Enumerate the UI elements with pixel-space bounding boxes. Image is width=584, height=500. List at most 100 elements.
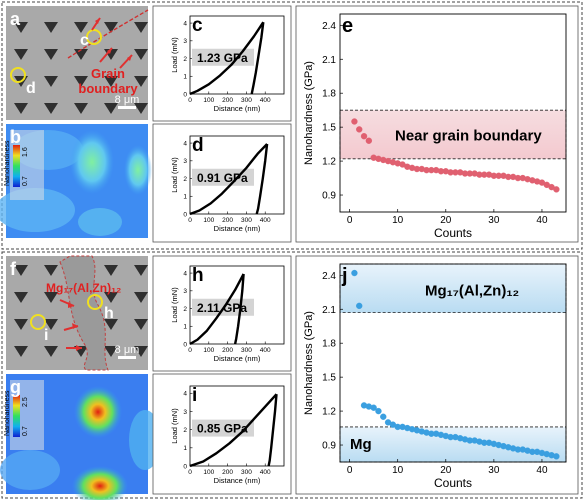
load-chart-i: 0 100 200 300 400 0 1 2 3 4 Distance (nm) Load (mN)… <box>170 385 285 485</box>
y-tick-label: 0 <box>183 341 187 348</box>
data-point <box>553 453 560 460</box>
y-tick-label: 2 <box>183 427 187 434</box>
x-tick-label: 20 <box>440 465 452 476</box>
x-tick-label: 200 <box>222 97 233 104</box>
plot-area-i <box>189 385 285 467</box>
x-tick-label: 0 <box>347 465 353 476</box>
load-chart-c: 0 100 200 300 400 0 1 2 3 4 Distance (nm) Load (mN)… <box>170 15 285 113</box>
y-tick-label: 0 <box>183 211 187 218</box>
unloading-curve-h <box>233 273 245 345</box>
scale-label-f: 8 μm <box>115 344 140 356</box>
hardness-value-box <box>192 48 254 66</box>
x-axis-label: Distance (nm) <box>214 354 261 363</box>
y-tick-label: 1 <box>183 194 187 201</box>
x-tick-label: 200 <box>222 469 233 476</box>
load-chart-h: 0 100 200 300 400 0 1 2 3 4 Distance (nm) Load (mN)… <box>170 265 285 363</box>
panel-label-h: h <box>192 265 204 286</box>
scale-label-a: 8 μm <box>115 94 140 106</box>
y-tick-label: 1.8 <box>322 89 336 100</box>
unloading-curve-d <box>255 143 269 215</box>
loading-curve-i <box>189 393 278 468</box>
loading-curve-d <box>189 143 268 216</box>
unloading-curve-c <box>250 22 265 95</box>
bottom-frame <box>1 251 583 499</box>
loading-curve-c <box>189 21 265 96</box>
colorbar-max-b: 1.6 <box>22 147 29 157</box>
y-tick-label: 3 <box>183 288 187 295</box>
data-point <box>355 126 363 133</box>
y-tick-label: 2.1 <box>322 305 336 316</box>
x-axis-label: Distance (nm) <box>214 224 261 233</box>
y-tick-label: 2.4 <box>322 21 336 32</box>
data-point <box>365 137 373 144</box>
phase-label: Mg₁₇(Al,Zn)₁₂ <box>46 281 121 295</box>
x-tick-label: 0 <box>188 97 192 104</box>
x-tick-label: 400 <box>260 469 271 476</box>
y-tick-label: 2 <box>183 306 187 313</box>
x-tick-label: 40 <box>536 465 548 476</box>
x-tick-label: 20 <box>440 215 452 226</box>
y-tick-label: 2.1 <box>322 55 336 66</box>
plot-area-h <box>189 265 285 345</box>
y-axis-label: Load (mN) <box>170 408 179 444</box>
y-tick-label: 1 <box>183 324 187 331</box>
y-axis-label: Load (mN) <box>170 37 179 73</box>
x-tick-label: 400 <box>260 97 271 104</box>
x-tick-label: 40 <box>536 215 548 226</box>
hardness-value-i: 0.85 GPa <box>197 422 248 436</box>
marker-c: c <box>80 32 89 49</box>
colorbar-label-b: Nanohardness <box>4 140 11 186</box>
x-tick-label: 300 <box>241 347 252 354</box>
hardness-value-box <box>192 419 254 437</box>
panel-label-b: b <box>10 127 21 147</box>
x-tick-label: 0 <box>188 217 192 224</box>
x-tick-label: 30 <box>488 465 500 476</box>
y-tick-label: 2 <box>183 176 187 183</box>
y-tick-label: 2 <box>183 56 187 63</box>
unloading-curve-i <box>267 394 278 467</box>
y-tick-label: 1.2 <box>322 407 336 418</box>
y-tick-label: 1.8 <box>322 339 336 350</box>
panel-label-i: i <box>192 385 197 406</box>
y-tick-label: 1.5 <box>322 123 336 134</box>
x-tick-label: 100 <box>203 347 214 354</box>
marker-d: d <box>26 80 36 97</box>
marker-i: i <box>44 327 48 344</box>
panel-label-f: f <box>10 259 17 279</box>
data-point <box>553 186 560 193</box>
band-e-0 <box>339 109 567 160</box>
y-tick-label: 4 <box>183 20 187 27</box>
y-tick-label: 0 <box>183 463 187 470</box>
y-tick-label: 3 <box>183 158 187 165</box>
micrograph-a <box>6 6 149 120</box>
x-tick-label: 10 <box>392 465 404 476</box>
y-tick-label: 1 <box>183 445 187 452</box>
loading-curve-h <box>189 273 245 346</box>
y-tick-label: 0 <box>183 91 187 98</box>
colorbar-min-g: 0.7 <box>22 426 29 436</box>
panel-label-a: a <box>10 9 21 29</box>
x-tick-label: 100 <box>203 217 214 224</box>
data-point <box>355 302 363 310</box>
data-point <box>360 132 368 140</box>
x-tick-label: 300 <box>241 469 252 476</box>
y-tick-label: 1 <box>183 74 187 81</box>
data-point <box>370 404 377 411</box>
y-tick-label: 4 <box>183 140 187 147</box>
hardness-value-box <box>192 168 254 186</box>
plot-area-e <box>339 13 567 213</box>
band-label-phase: Mg₁₇(Al,Zn)₁₂ <box>425 282 519 299</box>
hardness-value-h: 2.11 GPa <box>197 301 247 315</box>
x-tick-label: 200 <box>222 217 233 224</box>
x-tick-label: 400 <box>260 217 271 224</box>
band-label-near-gb: Near grain boundary <box>395 127 542 144</box>
plot-area-d <box>189 135 285 215</box>
x-axis-label: Counts <box>434 226 472 240</box>
hardness-map-g <box>0 374 161 500</box>
x-axis-label: Counts <box>434 476 472 490</box>
panel-label-e: e <box>342 15 353 37</box>
load-chart-d: 0 100 200 300 400 0 1 2 3 4 Distance (nm) Load (mN)… <box>170 135 285 233</box>
data-point <box>375 407 382 415</box>
y-tick-label: 1.2 <box>322 157 336 168</box>
